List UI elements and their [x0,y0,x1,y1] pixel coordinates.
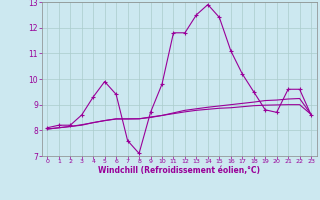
X-axis label: Windchill (Refroidissement éolien,°C): Windchill (Refroidissement éolien,°C) [98,166,260,175]
